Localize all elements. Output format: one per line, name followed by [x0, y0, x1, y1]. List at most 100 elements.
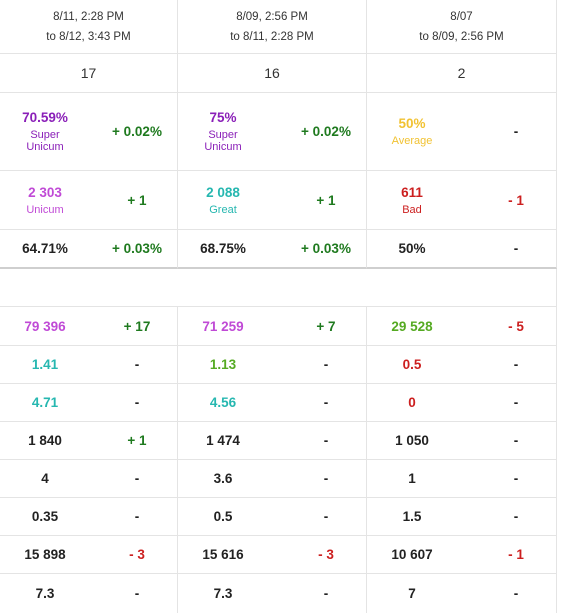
period-end: to 8/12, 3:43 PM [46, 30, 131, 43]
rating-label: Great [209, 203, 237, 216]
stat-delta: - 3 [129, 547, 145, 562]
stat-delta: - [513, 357, 519, 372]
stat-value: 7.3 [213, 586, 233, 601]
stat-delta: - [513, 395, 519, 410]
battle-count-1: 17 [0, 54, 178, 93]
stat-delta: - [134, 357, 140, 372]
rating-label: Super Unicum [26, 129, 64, 153]
stat-cell: 1.41 - [0, 346, 178, 384]
rating-value: 2 303 [28, 184, 62, 200]
stat-delta: - [134, 471, 140, 486]
stat-value: 50% [398, 241, 426, 256]
stat-delta: + 1 [127, 433, 147, 448]
stat-delta: - [513, 586, 519, 601]
winrate-value: 75% [209, 110, 237, 125]
stat-cell: 1 474 - [178, 422, 367, 460]
stat-cell: 1.5 - [367, 498, 557, 536]
stat-value: 15 616 [202, 547, 244, 562]
battle-count-2: 16 [178, 54, 367, 93]
stat-cell: 68.75% + 0.03% [178, 230, 367, 269]
stat-delta: - 5 [508, 318, 524, 334]
stat-delta: - [513, 509, 519, 524]
stat-cell: 7.3 - [178, 574, 367, 613]
stat-value: 15 898 [24, 547, 66, 562]
winrate-value: 50% [398, 116, 426, 131]
rating-label: Bad [402, 203, 422, 216]
period-header-3: 8/07 to 8/09, 2:56 PM [367, 0, 557, 54]
stat-value: 10 607 [391, 547, 433, 562]
stat-cell: 7.3 - [0, 574, 178, 613]
period-header-2: 8/09, 2:56 PM to 8/11, 2:28 PM [178, 0, 367, 54]
section-divider [0, 269, 557, 307]
stat-delta: - 3 [318, 547, 334, 562]
stat-delta: + 17 [123, 318, 151, 334]
stat-cell: 1.13 - [178, 346, 367, 384]
winrate-cell: 70.59% Super Unicum + 0.02% [0, 93, 178, 171]
stat-cell: 0- [367, 384, 557, 422]
battle-count-3: 2 [367, 54, 557, 93]
rating-label: Super Unicum [204, 129, 242, 153]
stat-cell: 29 528 - 5 [367, 307, 557, 346]
period-header-1: 8/11, 2:28 PM to 8/12, 3:43 PM [0, 0, 178, 54]
stat-value: 7.3 [35, 586, 55, 601]
stat-value: 7 [408, 586, 416, 601]
period-end: to 8/09, 2:56 PM [419, 30, 504, 43]
rating-cell: 611 Bad - 1 [367, 171, 557, 230]
stat-value: 0.35 [31, 509, 59, 524]
stat-delta: + 0.03% [301, 241, 351, 256]
stat-cell: 3.6 - [178, 460, 367, 498]
period-end: to 8/11, 2:28 PM [230, 30, 314, 43]
rating-cell: 2 088 Great + 1 [178, 171, 367, 230]
rating-delta: - 1 [508, 192, 524, 208]
stat-value: 4.71 [31, 395, 59, 410]
stat-delta: + 7 [316, 318, 336, 334]
period-start: 8/07 [450, 10, 473, 23]
stat-cell: 4.56 - [178, 384, 367, 422]
winrate-delta: + 0.02% [112, 124, 162, 139]
stat-value: 79 396 [24, 318, 66, 334]
stat-value: 68.75% [200, 241, 246, 256]
stat-value: 1 050 [395, 433, 429, 448]
stat-cell: 50% - [367, 230, 557, 269]
stat-delta: - [323, 586, 329, 601]
stat-value: 4 [41, 471, 49, 486]
rating-cell: 2 303 Unicum + 1 [0, 171, 178, 230]
winrate-cell: 75% Super Unicum + 0.02% [178, 93, 367, 171]
stat-delta: - [513, 471, 519, 486]
stat-delta: - [513, 241, 519, 256]
rating-value: 611 [401, 184, 423, 200]
stat-value: 1.13 [209, 357, 237, 372]
stat-delta: + 0.03% [112, 241, 162, 256]
stat-value: 1.5 [402, 509, 422, 524]
stat-cell: 10 607 - 1 [367, 536, 557, 574]
stat-cell: 71 259 + 7 [178, 307, 367, 346]
rating-value: 2 088 [206, 184, 240, 200]
stat-value: 1.41 [31, 357, 59, 372]
stat-cell: 1 050 - [367, 422, 557, 460]
stat-value: 29 528 [391, 318, 433, 334]
winrate-cell: 50% Average - [367, 93, 557, 171]
stat-cell: 0.5 - [178, 498, 367, 536]
stat-value: 64.71% [22, 241, 68, 256]
stat-cell: 1- [367, 460, 557, 498]
rating-label: Unicum [26, 203, 64, 216]
rating-label: Average [391, 135, 433, 147]
winrate-value: 70.59% [22, 110, 68, 125]
stat-delta: - [134, 586, 140, 601]
stat-cell: 15 898 - 3 [0, 536, 178, 574]
stat-delta: - [134, 395, 140, 410]
stat-delta: - [134, 509, 140, 524]
stat-value: 0.5 [213, 509, 233, 524]
stat-value: 1 [408, 471, 416, 486]
stat-value: 0.5 [402, 357, 422, 372]
stat-cell: 79 396 + 17 [0, 307, 178, 346]
stat-delta: - [323, 357, 329, 372]
stat-cell: 7- [367, 574, 557, 613]
stat-value: 0 [408, 395, 416, 410]
stat-value: 4.56 [209, 395, 237, 410]
stat-cell: 0.35 - [0, 498, 178, 536]
period-start: 8/11, 2:28 PM [53, 10, 124, 23]
stat-cell: 15 616 - 3 [178, 536, 367, 574]
stat-cell: 64.71% + 0.03% [0, 230, 178, 269]
